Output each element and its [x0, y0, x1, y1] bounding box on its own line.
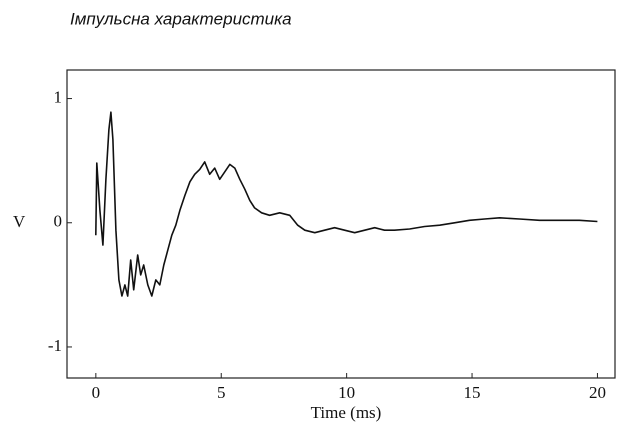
data-line — [95, 111, 598, 297]
y-axis-label: V — [13, 212, 26, 231]
y-tick-label: 0 — [54, 212, 63, 231]
x-tick-label: 0 — [92, 383, 101, 402]
x-axis-label: Time (ms) — [311, 403, 382, 422]
x-tick-label: 15 — [464, 383, 481, 402]
x-tick-label: 5 — [217, 383, 226, 402]
plot-frame — [66, 69, 616, 379]
x-tick-label: 10 — [338, 383, 355, 402]
chart-title: Імпульсна характеристика — [70, 9, 292, 28]
y-tick-label: 1 — [54, 87, 63, 106]
x-tick-label: 20 — [589, 383, 606, 402]
y-tick-label: -1 — [48, 336, 62, 355]
